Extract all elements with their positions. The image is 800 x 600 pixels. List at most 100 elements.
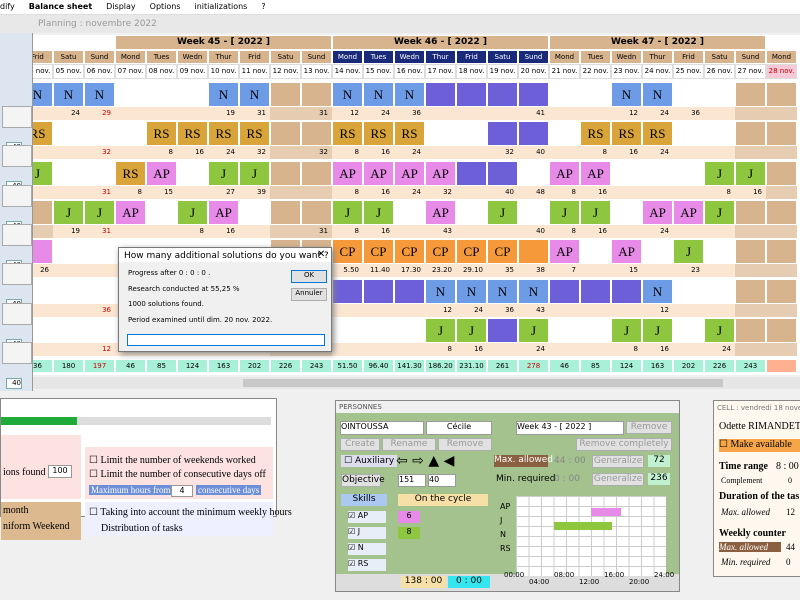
shift-cell[interactable] <box>456 121 487 147</box>
shift-cell[interactable] <box>766 278 797 304</box>
shift-cell[interactable] <box>332 278 363 304</box>
shift-cell[interactable] <box>487 82 518 107</box>
shift-cell[interactable] <box>33 278 53 304</box>
shift-cell[interactable]: RS <box>580 121 611 147</box>
shift-cell[interactable]: N <box>394 82 425 107</box>
shift-cell[interactable]: N <box>487 278 518 304</box>
shift-cell[interactable]: RS <box>33 121 53 147</box>
shift-cell[interactable] <box>518 121 549 147</box>
shift-cell[interactable] <box>704 278 735 304</box>
shift-cell[interactable]: AP <box>394 160 425 186</box>
shift-cell[interactable] <box>270 121 301 147</box>
shift-cell[interactable]: RS <box>642 121 673 147</box>
shift-cell[interactable] <box>301 121 332 147</box>
input[interactable] <box>127 334 325 346</box>
shift-cell[interactable]: J <box>518 317 549 343</box>
shift-cell[interactable]: N <box>363 82 394 107</box>
spin[interactable]: 40 <box>6 377 22 389</box>
shift-cell[interactable] <box>673 160 704 186</box>
shift-cell[interactable] <box>704 82 735 107</box>
shift-cell[interactable]: N <box>456 278 487 304</box>
shift-cell[interactable] <box>53 121 84 147</box>
shift-cell[interactable] <box>456 199 487 225</box>
shift-cell[interactable]: N <box>84 82 115 107</box>
shift-cell[interactable] <box>766 160 797 186</box>
spin[interactable]: 40 <box>428 474 456 487</box>
shift-cell[interactable]: AP <box>425 160 456 186</box>
shift-cell[interactable] <box>33 317 53 343</box>
shift-cell[interactable] <box>487 121 518 147</box>
shift-cell[interactable]: RS <box>208 121 239 147</box>
shift-cell[interactable] <box>518 239 549 265</box>
shift-cell[interactable]: J <box>735 160 766 186</box>
button[interactable]: Remove <box>438 438 492 451</box>
button[interactable]: Remove completely <box>576 438 672 451</box>
shift-cell[interactable]: J <box>704 199 735 225</box>
shift-cell[interactable] <box>84 278 115 304</box>
shift-cell[interactable]: N <box>518 278 549 304</box>
input[interactable]: Cécile <box>426 421 492 435</box>
shift-cell[interactable] <box>735 121 766 147</box>
shift-cell[interactable]: RS <box>363 121 394 147</box>
shift-cell[interactable]: N <box>332 82 363 107</box>
skill[interactable]: ☑ AP <box>348 511 386 523</box>
shift-cell[interactable] <box>146 82 177 107</box>
shift-cell[interactable] <box>363 317 394 343</box>
skill[interactable]: ☑ RS <box>348 559 386 571</box>
checkbox[interactable]: ☐ Make available <box>719 439 800 452</box>
shift-cell[interactable] <box>673 82 704 107</box>
shift-cell[interactable] <box>580 278 611 304</box>
shift-cell[interactable] <box>146 199 177 225</box>
shift-cell[interactable]: N <box>239 82 270 107</box>
shift-cell[interactable]: N <box>642 278 673 304</box>
menu-item[interactable]: Balance sheet <box>28 2 93 11</box>
shift-cell[interactable]: CP <box>363 239 394 265</box>
shift-cell[interactable]: AP <box>673 199 704 225</box>
shift-cell[interactable]: AP <box>425 199 456 225</box>
shift-cell[interactable] <box>394 317 425 343</box>
shift-cell[interactable] <box>177 160 208 186</box>
menu-item[interactable]: Display <box>106 2 136 11</box>
dropdown[interactable]: Week 43 - [ 2022 ] <box>516 421 624 435</box>
shift-cell[interactable] <box>487 317 518 343</box>
shift-cell[interactable] <box>84 160 115 186</box>
shift-cell[interactable]: AP <box>208 199 239 225</box>
shift-cell[interactable] <box>735 278 766 304</box>
shift-cell[interactable]: N <box>611 82 642 107</box>
shift-cell[interactable] <box>456 160 487 186</box>
shift-cell[interactable] <box>549 278 580 304</box>
shift-cell[interactable] <box>766 317 797 343</box>
arrows[interactable]: ⇦ ⇨ ▲ ◀ <box>396 453 455 469</box>
shift-cell[interactable]: RS <box>146 121 177 147</box>
shift-cell[interactable]: AP <box>115 199 146 225</box>
shift-cell[interactable] <box>611 278 642 304</box>
shift-cell[interactable] <box>642 160 673 186</box>
shift-cell[interactable] <box>735 239 766 265</box>
shift-cell[interactable] <box>766 121 797 147</box>
shift-cell[interactable]: CP <box>332 239 363 265</box>
shift-cell[interactable]: J <box>425 317 456 343</box>
shift-cell[interactable] <box>425 121 456 147</box>
shift-cell[interactable] <box>487 160 518 186</box>
shift-cell[interactable] <box>580 82 611 107</box>
shift-cell[interactable]: J <box>53 199 84 225</box>
shift-cell[interactable] <box>84 239 115 265</box>
shift-cell[interactable] <box>580 239 611 265</box>
shift-cell[interactable] <box>518 82 549 107</box>
shift-cell[interactable]: J <box>208 160 239 186</box>
shift-cell[interactable] <box>549 121 580 147</box>
checkbox[interactable]: ☐ Limit the number of weekends worked <box>89 455 256 466</box>
shift-cell[interactable]: RS <box>115 160 146 186</box>
menu-item[interactable]: initializations <box>194 2 248 11</box>
shift-cell[interactable]: N <box>33 82 53 107</box>
shift-cell[interactable] <box>394 199 425 225</box>
shift-cell[interactable] <box>673 121 704 147</box>
shift-cell[interactable] <box>33 199 53 225</box>
shift-cell[interactable]: J <box>332 199 363 225</box>
shift-cell[interactable] <box>425 82 456 107</box>
shift-cell[interactable] <box>766 239 797 265</box>
shift-cell[interactable]: RS <box>611 121 642 147</box>
button[interactable]: Generalize <box>592 473 644 486</box>
shift-cell[interactable] <box>394 278 425 304</box>
shift-cell[interactable]: J <box>580 199 611 225</box>
